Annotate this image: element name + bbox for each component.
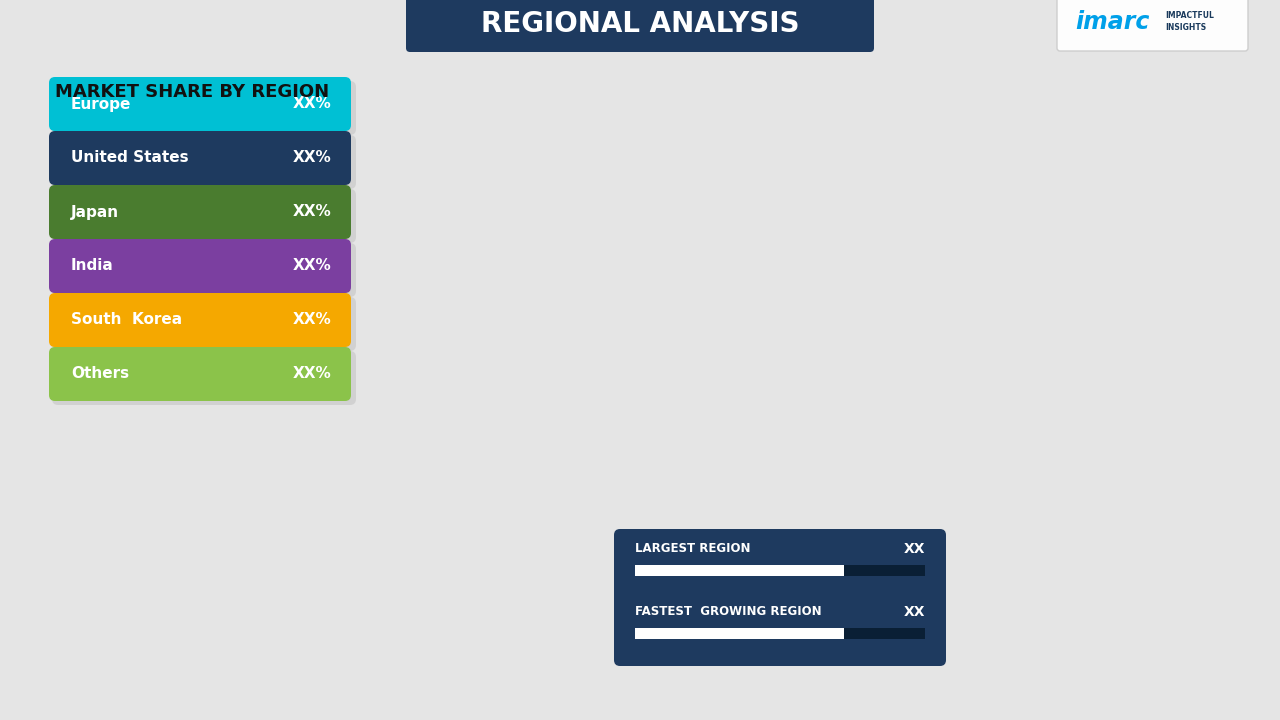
Text: Others: Others (70, 366, 129, 382)
FancyBboxPatch shape (49, 77, 351, 131)
FancyBboxPatch shape (1057, 0, 1248, 51)
Text: INSIGHTS: INSIGHTS (1165, 24, 1206, 32)
FancyBboxPatch shape (52, 81, 356, 135)
Text: imarc: imarc (1075, 10, 1149, 34)
FancyBboxPatch shape (49, 347, 351, 401)
Text: XX%: XX% (292, 312, 332, 328)
Text: XX: XX (904, 542, 925, 556)
Text: XX%: XX% (292, 150, 332, 166)
FancyBboxPatch shape (52, 351, 356, 405)
Text: XX%: XX% (292, 258, 332, 274)
Text: XX%: XX% (292, 366, 332, 382)
FancyBboxPatch shape (49, 239, 351, 293)
FancyBboxPatch shape (52, 135, 356, 189)
Text: India: India (70, 258, 114, 274)
Text: MARKET SHARE BY REGION: MARKET SHARE BY REGION (55, 83, 329, 101)
Text: XX: XX (904, 605, 925, 618)
FancyBboxPatch shape (52, 243, 356, 297)
Text: Japan: Japan (70, 204, 119, 220)
Text: LARGEST REGION: LARGEST REGION (635, 542, 750, 556)
Text: South  Korea: South Korea (70, 312, 182, 328)
Text: IMPACTFUL: IMPACTFUL (1165, 12, 1213, 20)
FancyBboxPatch shape (406, 0, 874, 52)
FancyBboxPatch shape (635, 565, 925, 576)
Text: FASTEST  GROWING REGION: FASTEST GROWING REGION (635, 605, 822, 618)
FancyBboxPatch shape (49, 293, 351, 347)
FancyBboxPatch shape (49, 131, 351, 185)
FancyBboxPatch shape (52, 297, 356, 351)
Text: United States: United States (70, 150, 188, 166)
FancyBboxPatch shape (52, 189, 356, 243)
Text: XX%: XX% (292, 96, 332, 112)
FancyBboxPatch shape (635, 565, 844, 576)
Text: XX%: XX% (292, 204, 332, 220)
FancyBboxPatch shape (49, 185, 351, 239)
Text: REGIONAL ANALYSIS: REGIONAL ANALYSIS (481, 10, 799, 38)
FancyBboxPatch shape (614, 529, 946, 666)
FancyBboxPatch shape (635, 628, 844, 639)
FancyBboxPatch shape (635, 628, 925, 639)
Text: Europe: Europe (70, 96, 132, 112)
